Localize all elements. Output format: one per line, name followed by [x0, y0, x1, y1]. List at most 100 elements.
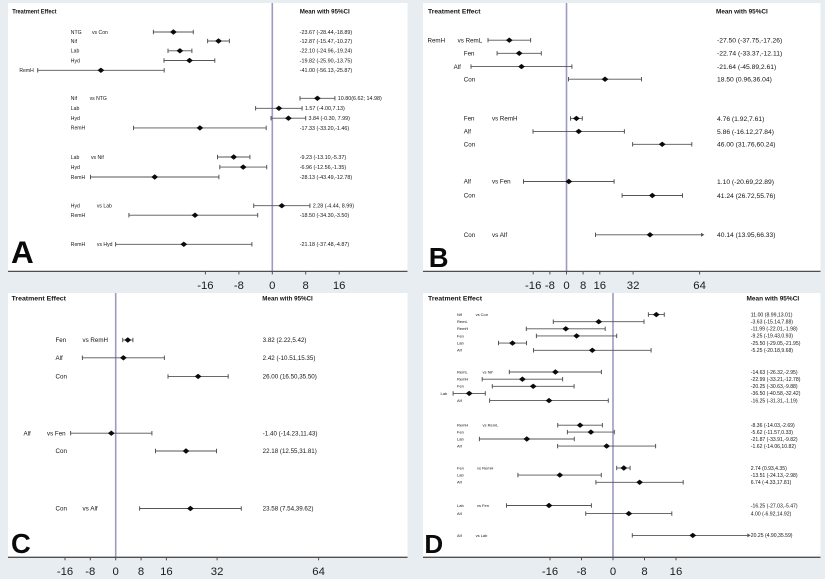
- svg-text:0: 0: [610, 566, 616, 578]
- svg-text:B: B: [429, 242, 449, 273]
- svg-text:-9.25 (-19.43,0.93): -9.25 (-19.43,0.93): [751, 334, 793, 340]
- svg-text:Lab: Lab: [457, 436, 464, 441]
- svg-text:Lab: Lab: [457, 503, 464, 508]
- svg-text:Fen: Fen: [464, 116, 475, 123]
- svg-text:-16.25 (-31.31,-1.19): -16.25 (-31.31,-1.19): [751, 398, 798, 404]
- svg-text:16: 16: [670, 566, 683, 578]
- svg-text:8: 8: [303, 280, 309, 292]
- svg-text:-21.18 (-37.48,-4.87): -21.18 (-37.48,-4.87): [300, 242, 350, 248]
- svg-text:64: 64: [693, 280, 706, 292]
- svg-text:C: C: [11, 528, 31, 559]
- svg-text:2.74 (0.93,4.35): 2.74 (0.93,4.35): [751, 466, 787, 472]
- svg-text:0: 0: [113, 566, 119, 578]
- svg-text:RemL: RemL: [457, 369, 468, 374]
- svg-text:NTG: NTG: [71, 30, 82, 36]
- svg-text:-18.50 (-34.30,-3.50): -18.50 (-34.30,-3.50): [300, 213, 350, 219]
- svg-text:-1.62 (-14.06,10.82): -1.62 (-14.06,10.82): [751, 444, 796, 450]
- svg-text:-16: -16: [525, 280, 541, 292]
- svg-text:2.42 (-10.51,15.35): 2.42 (-10.51,15.35): [263, 355, 316, 362]
- svg-text:Mean with 95%CI: Mean with 95%CI: [747, 295, 800, 302]
- svg-text:vs Hyd: vs Hyd: [97, 242, 113, 248]
- svg-text:-21.87 (-33.91,-9.82): -21.87 (-33.91,-9.82): [751, 437, 798, 443]
- svg-text:-16.25 (-27.03,-5.47): -16.25 (-27.03,-5.47): [751, 503, 798, 509]
- svg-text:Fen: Fen: [464, 51, 475, 58]
- svg-text:RemH: RemH: [457, 377, 468, 382]
- svg-text:RemH: RemH: [71, 175, 86, 181]
- svg-text:Lab: Lab: [71, 49, 80, 55]
- svg-text:64: 64: [312, 566, 325, 578]
- svg-text:6.74 (-4.33,17.81): 6.74 (-4.33,17.81): [751, 480, 792, 486]
- svg-text:vs RemL: vs RemL: [483, 423, 500, 428]
- svg-text:1.57 (-4.00,7.13): 1.57 (-4.00,7.13): [305, 106, 345, 112]
- svg-text:Con: Con: [464, 232, 476, 239]
- svg-text:-1.40 (-14.23,11.43): -1.40 (-14.23,11.43): [263, 430, 318, 437]
- svg-text:vs Con: vs Con: [92, 30, 108, 36]
- svg-text:41.24 (26.72,55.76): 41.24 (26.72,55.76): [717, 193, 776, 200]
- svg-text:-12.87 (-15.47,-10.27): -12.87 (-15.47,-10.27): [300, 39, 353, 45]
- svg-text:40.14 (13.95,66.33): 40.14 (13.95,66.33): [717, 232, 776, 239]
- svg-text:Alf: Alf: [464, 179, 471, 186]
- svg-text:-22.10 (-24.96,-19.24): -22.10 (-24.96,-19.24): [300, 49, 353, 55]
- svg-text:Alf: Alf: [56, 355, 63, 362]
- svg-text:Nif: Nif: [457, 312, 463, 317]
- svg-text:2.28 (-4.44, 8.99): 2.28 (-4.44, 8.99): [313, 204, 355, 210]
- svg-text:-8: -8: [577, 566, 587, 578]
- svg-text:D: D: [424, 529, 443, 559]
- svg-text:-20.25 (-30.63,-9.88): -20.25 (-30.63,-9.88): [751, 384, 798, 390]
- svg-text:Lab: Lab: [457, 473, 464, 478]
- svg-text:11.00 (8.99,13.01): 11.00 (8.99,13.01): [751, 312, 793, 318]
- svg-text:Alf: Alf: [457, 398, 463, 403]
- svg-text:-27.50 (-37.75,-17.26): -27.50 (-37.75,-17.26): [717, 38, 782, 45]
- svg-text:vs Alf: vs Alf: [83, 506, 98, 513]
- svg-text:RemH: RemH: [19, 68, 34, 74]
- svg-text:-17.33 (-33.20,-1.46): -17.33 (-33.20,-1.46): [300, 126, 350, 132]
- svg-text:Fen: Fen: [457, 333, 464, 338]
- svg-text:Hyd: Hyd: [71, 204, 80, 210]
- svg-text:Lab: Lab: [441, 391, 448, 396]
- svg-text:32: 32: [627, 280, 640, 292]
- svg-text:Treatment Effect: Treatment Effect: [428, 9, 481, 16]
- svg-text:Alf: Alf: [464, 129, 471, 136]
- svg-text:-23.67 (-28.44,-18.89): -23.67 (-28.44,-18.89): [300, 30, 353, 36]
- svg-text:Nif: Nif: [71, 39, 78, 45]
- svg-text:-14.63 (-26.32,-2.95): -14.63 (-26.32,-2.95): [751, 370, 798, 376]
- svg-text:-5.25 (-20.18,9.68): -5.25 (-20.18,9.68): [751, 348, 793, 354]
- svg-text:5.86 (-16.12,27.84): 5.86 (-16.12,27.84): [717, 129, 774, 136]
- svg-text:vs RemH: vs RemH: [83, 337, 109, 344]
- svg-text:18.50 (0.96,36.04): 18.50 (0.96,36.04): [717, 77, 772, 84]
- svg-text:0: 0: [563, 280, 569, 292]
- svg-text:Treatment Effect: Treatment Effect: [12, 9, 56, 16]
- svg-text:Alf: Alf: [24, 430, 31, 437]
- svg-text:0: 0: [269, 280, 275, 292]
- svg-text:23.58 (7.54,39.62): 23.58 (7.54,39.62): [263, 506, 314, 513]
- svg-text:16: 16: [333, 280, 346, 292]
- svg-text:-16: -16: [57, 566, 73, 578]
- svg-text:RemH: RemH: [428, 37, 446, 44]
- svg-text:-8: -8: [85, 566, 95, 578]
- svg-text:8: 8: [138, 566, 144, 578]
- svg-text:Con: Con: [56, 506, 68, 513]
- svg-text:vs Lab: vs Lab: [97, 204, 112, 210]
- svg-text:-22.99 (-33.21,-12.78): -22.99 (-33.21,-12.78): [751, 377, 801, 383]
- svg-text:Fen: Fen: [457, 384, 464, 389]
- svg-text:Con: Con: [56, 448, 68, 455]
- svg-text:Con: Con: [464, 76, 476, 83]
- svg-text:3.82 (2.22,5.42): 3.82 (2.22,5.42): [263, 337, 307, 344]
- svg-text:Fen: Fen: [457, 430, 464, 435]
- svg-text:Nif: Nif: [71, 96, 78, 102]
- svg-text:RemL: RemL: [457, 319, 468, 324]
- svg-text:Lab: Lab: [71, 106, 80, 112]
- svg-text:Alf: Alf: [457, 511, 463, 516]
- svg-text:-25.50 (-29.05,-21.95): -25.50 (-29.05,-21.95): [751, 341, 801, 347]
- svg-text:Alf: Alf: [457, 444, 463, 449]
- svg-text:Mean with 95%CI: Mean with 95%CI: [300, 9, 350, 16]
- svg-text:vs Con: vs Con: [476, 312, 488, 317]
- svg-text:Alf: Alf: [457, 533, 463, 538]
- svg-text:Treatment Effect: Treatment Effect: [428, 295, 483, 302]
- svg-text:32: 32: [211, 566, 224, 578]
- svg-text:3.84 (-0.30, 7.99): 3.84 (-0.30, 7.99): [309, 116, 351, 122]
- svg-text:-16: -16: [197, 280, 213, 292]
- svg-text:Con: Con: [464, 193, 476, 200]
- svg-text:RemH: RemH: [71, 213, 86, 219]
- svg-text:Lab: Lab: [71, 155, 80, 161]
